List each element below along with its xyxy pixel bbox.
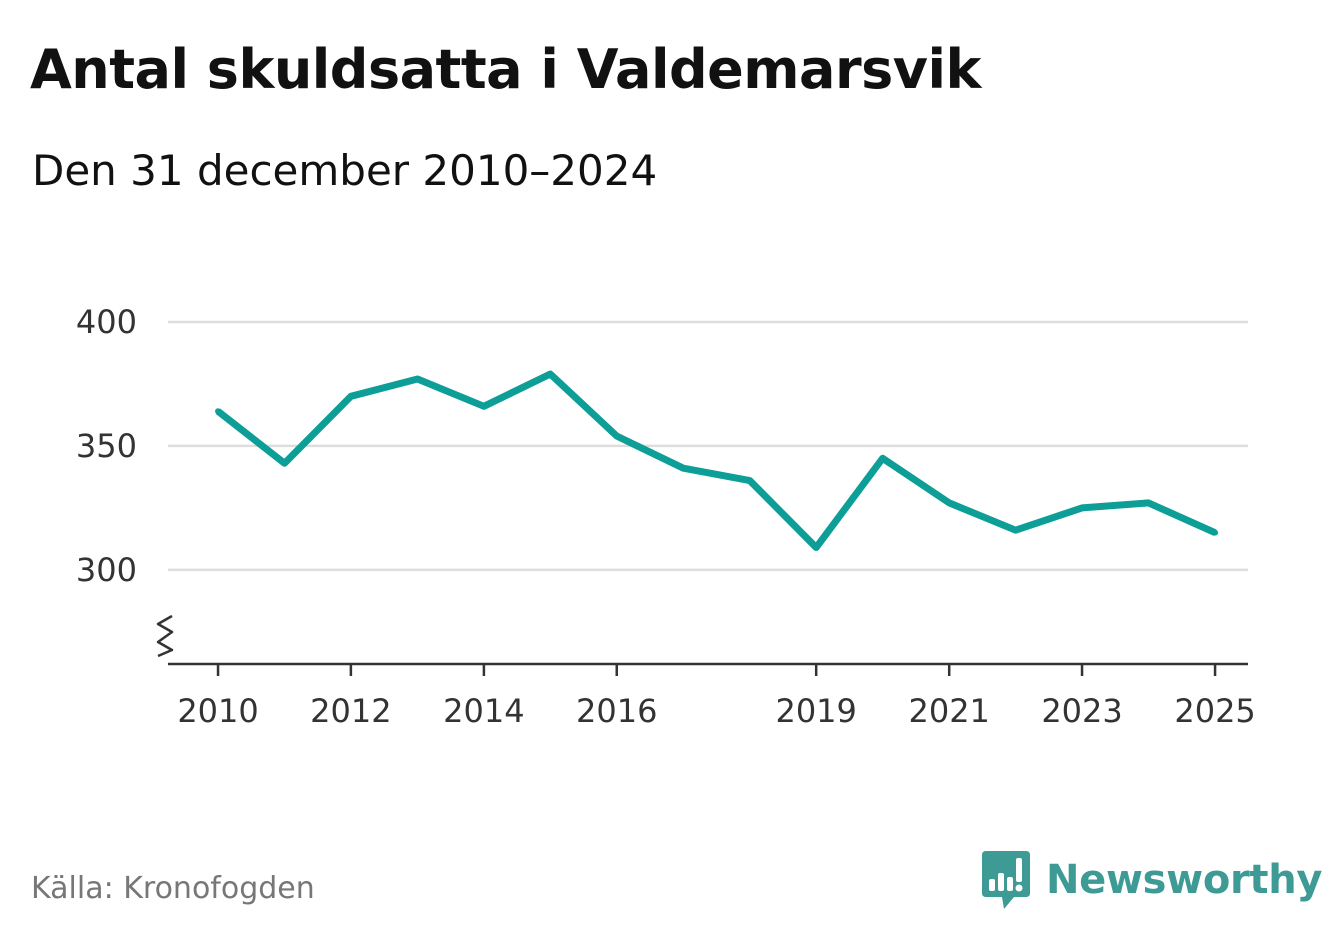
data-point-2019 [813, 544, 820, 551]
data-point-2015 [547, 371, 554, 378]
data-point-2016 [613, 433, 620, 439]
data-point-2025 [1212, 529, 1219, 536]
data-point-2012 [347, 393, 354, 400]
series-line-0 [215, 370, 1217, 551]
data-point-2023 [1079, 504, 1086, 511]
y-axis-ticks: 300 350 400 [76, 303, 137, 589]
data-point-2024 [1145, 499, 1152, 506]
chart-subtitle: Den 31 december 2010–2024 [32, 146, 658, 195]
x-tick-label-2014: 2014 [443, 692, 524, 730]
brand-logo[interactable]: Newsworthy [980, 848, 1322, 912]
data-point-2017 [680, 465, 687, 472]
data-point-2010 [215, 408, 222, 415]
data-point-2013 [414, 376, 421, 382]
data-point-2020 [879, 455, 886, 462]
x-tick-label-2012: 2012 [310, 692, 391, 730]
x-tick-label-2025: 2025 [1174, 692, 1255, 730]
y-tick-label-400: 400 [76, 303, 137, 341]
newsworthy-logo-icon [982, 851, 1030, 909]
x-tick-label-2021: 2021 [908, 692, 989, 730]
x-tick-label-2019: 2019 [775, 692, 856, 730]
x-tick-label-2016: 2016 [576, 692, 657, 730]
data-point-2021 [946, 499, 953, 506]
x-tick-label-2023: 2023 [1041, 692, 1122, 730]
data-point-2022 [1012, 527, 1019, 534]
y-tick-label-350: 350 [76, 427, 137, 465]
data-point-2011 [281, 460, 288, 467]
data-point-2014 [480, 403, 487, 410]
brand-name: Newsworthy [1046, 857, 1322, 903]
series-lines [215, 370, 1219, 551]
source-note: Källa: Kronofogden [31, 871, 315, 906]
data-point-2018 [746, 477, 753, 484]
x-tick-label-2010: 2010 [177, 692, 258, 730]
x-axis-ticks: 2010 2012 2014 2016 2019 2021 2023 2025 [177, 664, 1256, 730]
y-tick-label-300: 300 [76, 551, 137, 589]
gridlines [168, 320, 1248, 572]
chart-title: Antal skuldsatta i Valdemarsvik [30, 38, 981, 101]
y-axis-break-icon [156, 614, 174, 658]
x-axis [156, 614, 1248, 666]
